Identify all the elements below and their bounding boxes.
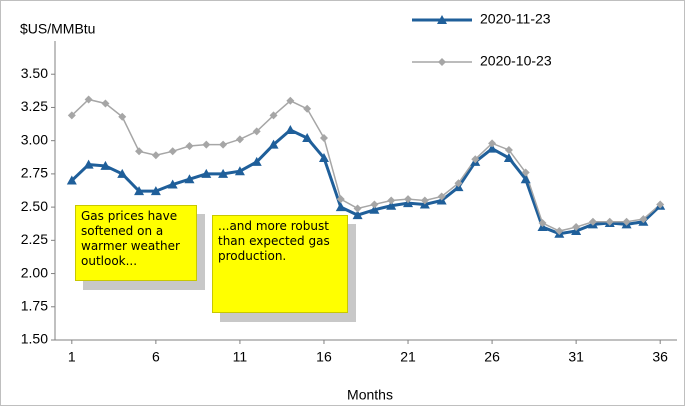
marker <box>437 192 446 201</box>
marker <box>503 152 514 162</box>
annotation: Gas prices have softened on a warmer wea… <box>75 205 197 281</box>
marker <box>151 151 160 160</box>
y-tick-label: 1.50 <box>21 331 48 347</box>
marker <box>286 96 295 105</box>
x-tick-label: 21 <box>400 349 416 365</box>
marker <box>438 58 446 66</box>
marker <box>118 112 127 121</box>
marker <box>520 174 531 184</box>
marker <box>202 140 211 149</box>
y-tick-label: 2.00 <box>21 264 48 280</box>
marker <box>66 175 77 185</box>
marker <box>134 186 145 196</box>
marker <box>84 95 93 104</box>
x-axis-label: Months <box>347 387 393 403</box>
y-tick-label: 3.50 <box>21 65 48 81</box>
x-tick-label: 1 <box>68 349 76 365</box>
x-tick-label: 16 <box>316 349 332 365</box>
marker <box>370 200 379 209</box>
marker <box>117 168 128 178</box>
y-tick-label: 3.25 <box>21 98 48 114</box>
marker <box>639 215 648 224</box>
marker <box>302 133 313 143</box>
marker <box>184 174 195 184</box>
x-tick-label: 6 <box>152 349 160 365</box>
marker <box>336 195 345 204</box>
marker <box>83 159 94 169</box>
legend-label: 2020-10-23 <box>480 53 552 69</box>
marker <box>437 15 447 24</box>
marker <box>622 217 631 226</box>
marker <box>234 166 245 176</box>
y-tick-label: 2.50 <box>21 198 48 214</box>
marker <box>605 217 614 226</box>
x-tick-label: 26 <box>484 349 500 365</box>
x-tick-label: 11 <box>233 349 248 365</box>
marker <box>268 139 279 149</box>
y-tick-label: 2.25 <box>21 231 48 247</box>
marker <box>488 139 497 148</box>
marker <box>318 152 329 162</box>
marker <box>521 168 530 177</box>
marker <box>504 145 513 154</box>
marker <box>168 147 177 156</box>
marker <box>201 168 212 178</box>
y-tick-label: 2.75 <box>21 165 48 181</box>
marker <box>353 204 362 213</box>
marker <box>252 127 261 136</box>
marker <box>471 155 480 164</box>
marker <box>404 195 413 204</box>
marker <box>167 179 178 189</box>
y-tick-label: 1.75 <box>21 297 48 313</box>
marker <box>352 210 363 220</box>
marker <box>251 156 262 166</box>
y-axis-label: $US/MMBtu <box>20 21 95 37</box>
x-tick-label: 31 <box>568 349 584 365</box>
marker <box>135 147 144 156</box>
marker <box>538 219 547 228</box>
marker <box>303 104 312 113</box>
marker <box>185 141 194 150</box>
marker <box>218 168 229 178</box>
marker <box>285 125 296 135</box>
marker <box>67 111 76 120</box>
marker <box>335 202 346 212</box>
marker <box>420 196 429 205</box>
marker <box>235 135 244 144</box>
marker <box>101 99 110 108</box>
marker <box>369 204 380 214</box>
marker <box>219 140 228 149</box>
marker <box>150 186 161 196</box>
marker <box>487 143 498 153</box>
marker <box>387 196 396 205</box>
marker <box>572 223 581 232</box>
marker <box>100 160 111 170</box>
x-tick-label: 36 <box>652 349 668 365</box>
marker <box>588 217 597 226</box>
legend-label: 2020-11-23 <box>480 11 551 27</box>
marker <box>454 179 463 188</box>
marker <box>269 111 278 120</box>
annotation: ...and more robust than expected gas pro… <box>212 215 348 313</box>
marker <box>656 200 665 209</box>
marker <box>319 134 328 143</box>
marker <box>386 200 397 210</box>
y-tick-label: 3.00 <box>21 131 48 147</box>
marker <box>555 227 564 236</box>
